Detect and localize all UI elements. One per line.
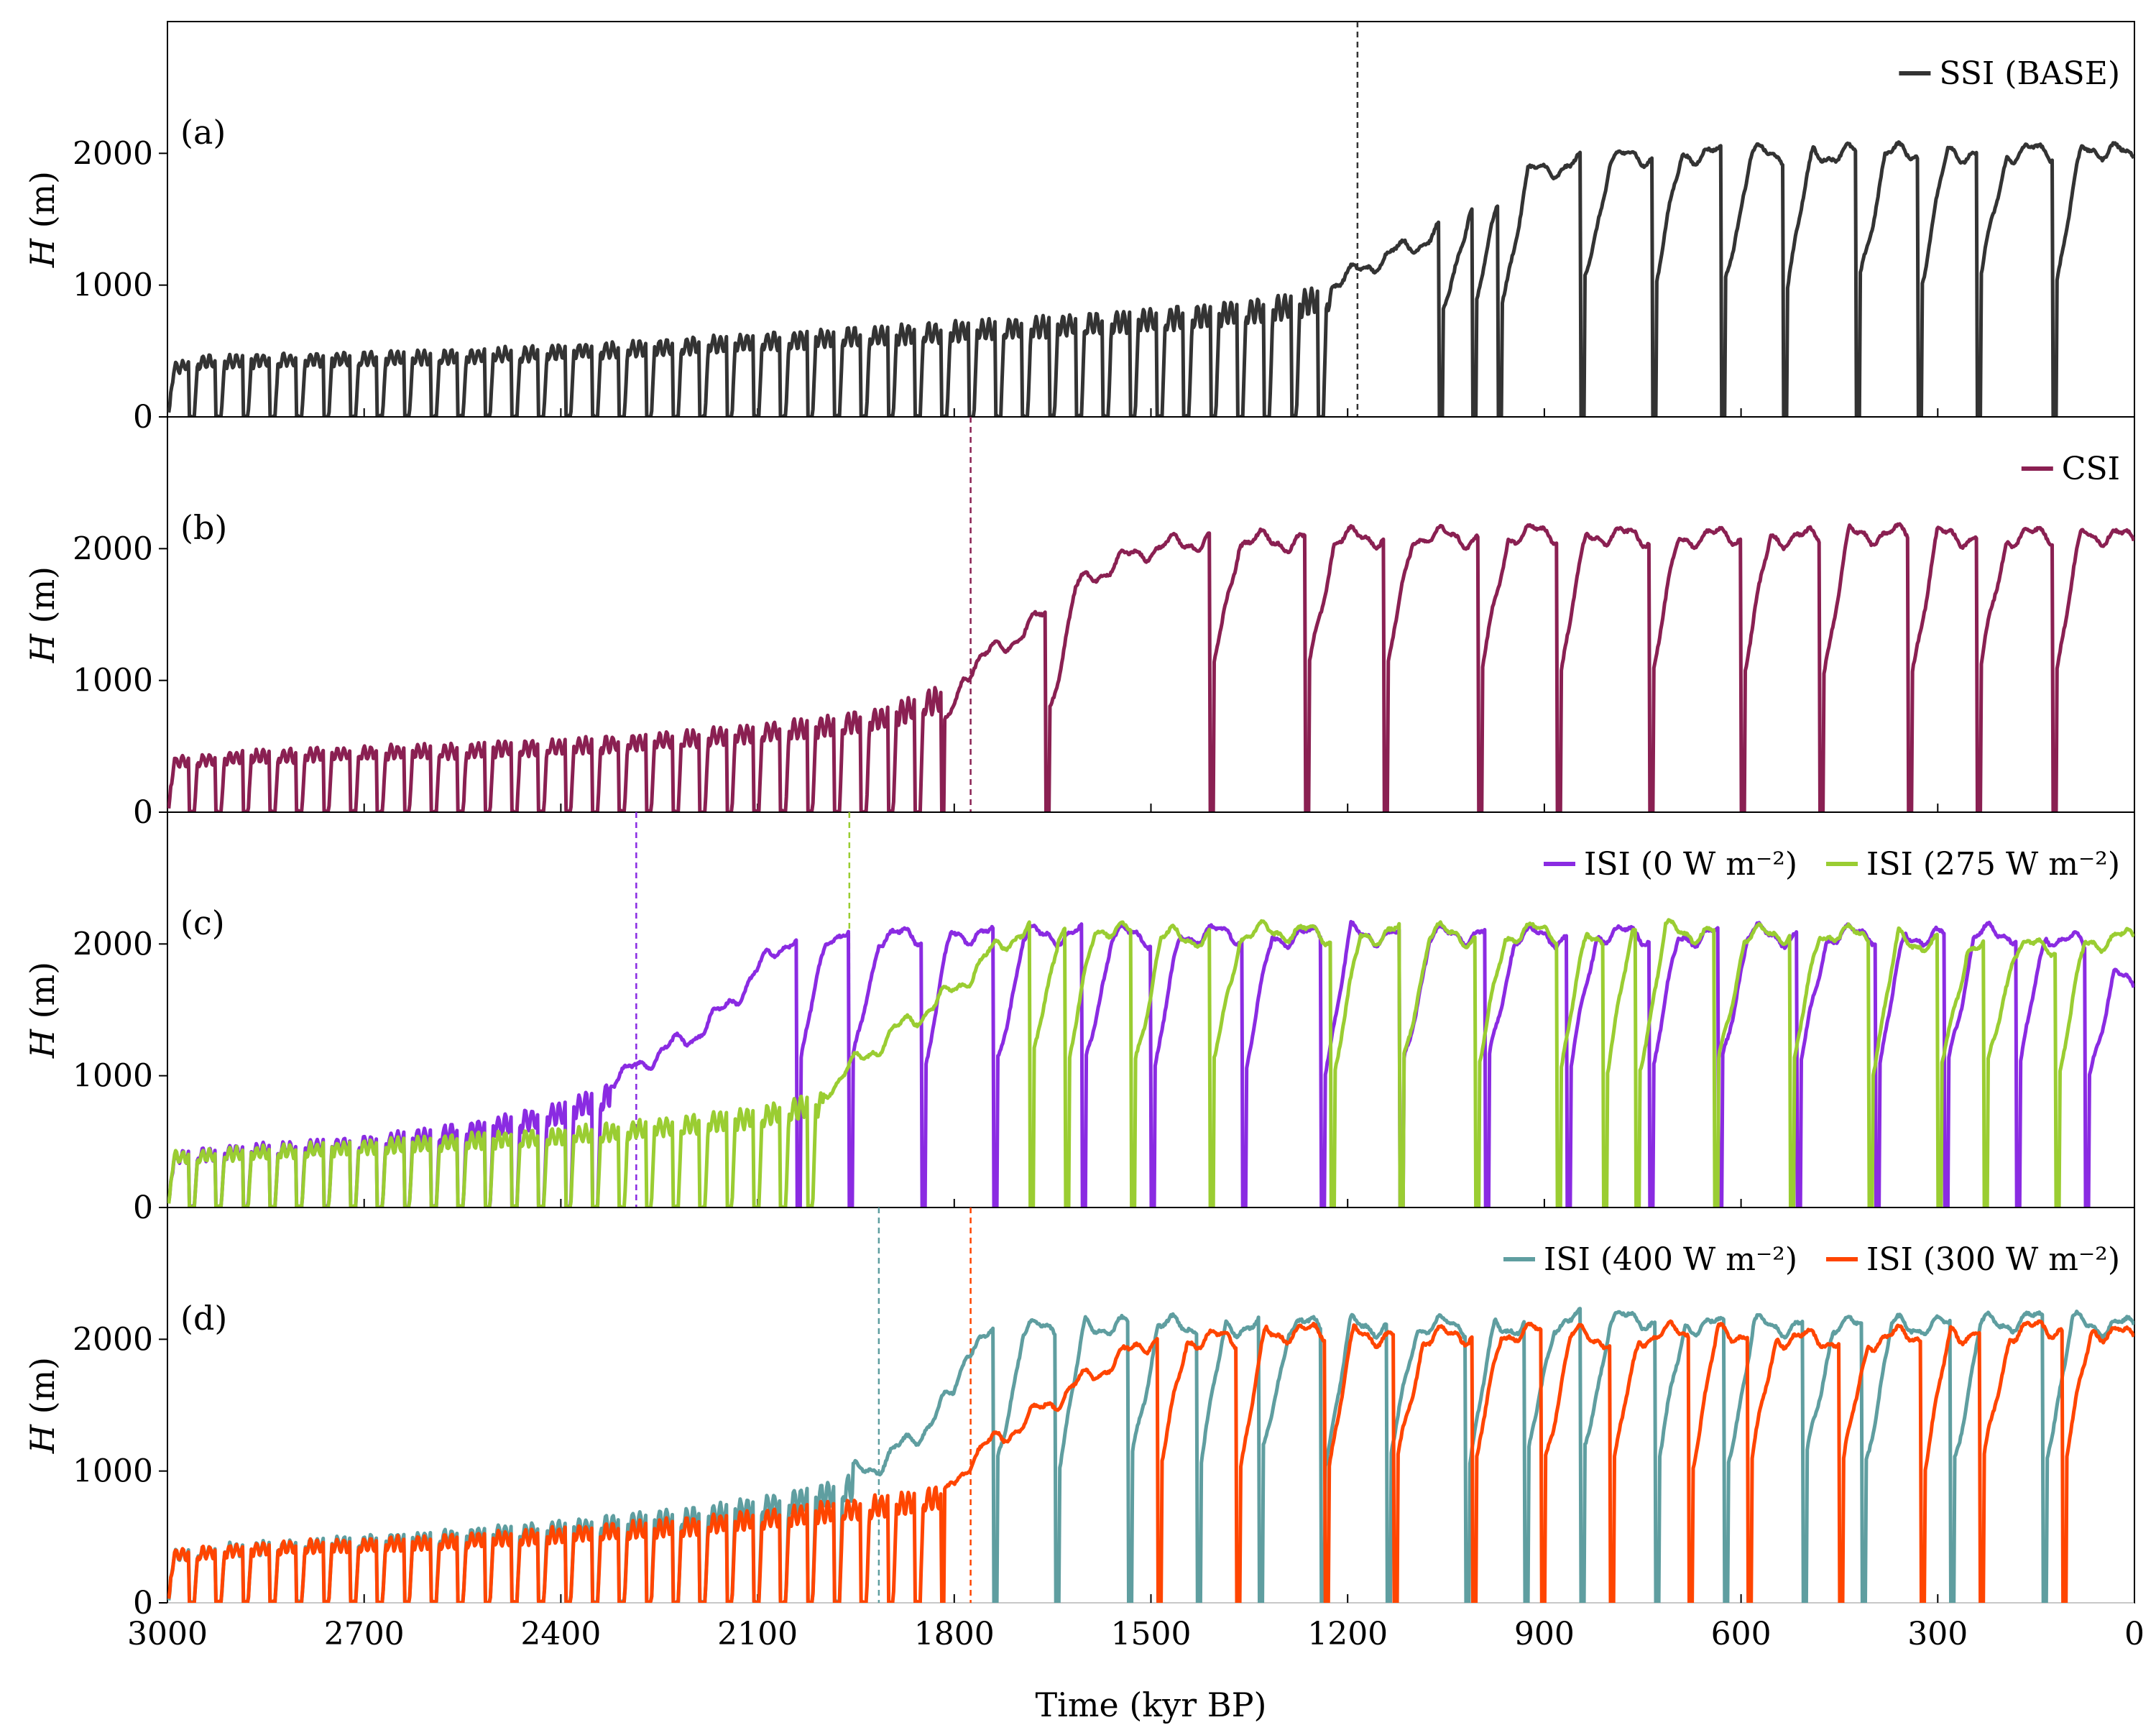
y-axis-label: H (m) <box>23 1357 62 1454</box>
y-axis-label-symbol: H <box>23 633 62 663</box>
y-tick-label: 1000 <box>73 267 153 304</box>
x-tick-label: 300 <box>1907 1616 1968 1652</box>
x-tick-label: 2700 <box>324 1616 405 1652</box>
plot-frame <box>167 416 2135 813</box>
panel-1: 0 1000 2000 H (m) (a) SSI (BASE) <box>23 21 2135 436</box>
x-tick-label: 3000 <box>127 1616 208 1652</box>
legend-label: ISI (275 W m⁻²) <box>1866 846 2120 883</box>
y-axis-label-symbol: H <box>23 1424 62 1454</box>
y-tick-label: 0 <box>133 794 153 831</box>
x-tick-label: 1800 <box>914 1616 995 1652</box>
series-line <box>167 918 2134 1208</box>
panel-label: (b) <box>180 508 227 547</box>
x-tick-label: 2100 <box>717 1616 798 1652</box>
series-line <box>167 1319 2134 1603</box>
y-tick-label: 1000 <box>73 1453 153 1490</box>
y-axis-label: H (m) <box>23 171 62 268</box>
x-tick-label: 1200 <box>1307 1616 1388 1652</box>
y-axis-label: H (m) <box>23 566 62 663</box>
series-line <box>167 522 2134 812</box>
x-tick-label: 2400 <box>520 1616 601 1652</box>
y-axis-label-unit: (m) <box>23 566 62 634</box>
legend-label: SSI (BASE) <box>1939 55 2120 92</box>
y-tick-label: 2000 <box>73 135 153 172</box>
y-tick-label: 0 <box>133 1585 153 1622</box>
y-tick-label: 0 <box>133 1190 153 1226</box>
y-axis-label-symbol: H <box>23 1029 62 1059</box>
legend-label: CSI <box>2062 451 2120 487</box>
legend-label: ISI (0 W m⁻²) <box>1584 846 1797 883</box>
y-tick-label: 2000 <box>73 1321 153 1358</box>
panel-2: 0 1000 2000 H (m) (b) CSI <box>23 416 2135 831</box>
series-line <box>167 140 2134 417</box>
panel-label: (c) <box>180 903 225 942</box>
x-tick-label: 600 <box>1711 1616 1772 1652</box>
x-tick-label: 0 <box>2124 1616 2145 1652</box>
y-axis-label-unit: (m) <box>23 1357 62 1425</box>
series-line <box>167 919 2134 1208</box>
y-axis-label: H (m) <box>23 962 62 1059</box>
y-tick-label: 0 <box>133 399 153 436</box>
panel-3: 0 1000 2000 H (m) (c) ISI (275 W m⁻²) ISI (0 W… <box>23 811 2135 1226</box>
y-axis-label-unit: (m) <box>23 171 62 239</box>
x-tick-label: 1500 <box>1111 1616 1192 1652</box>
x-axis-label: Time (kyr BP) <box>1036 1685 1267 1724</box>
y-tick-label: 1000 <box>73 663 153 699</box>
plot-frame <box>167 21 2135 418</box>
y-axis-label-symbol: H <box>23 238 62 268</box>
legend-label: ISI (400 W m⁻²) <box>1544 1241 1797 1278</box>
panel-label: (d) <box>180 1299 227 1338</box>
panel-label: (a) <box>180 113 226 152</box>
y-tick-label: 2000 <box>73 926 153 962</box>
y-tick-label: 2000 <box>73 530 153 567</box>
y-tick-label: 1000 <box>73 1058 153 1095</box>
legend-label: ISI (300 W m⁻²) <box>1866 1241 2120 1278</box>
y-axis-label-unit: (m) <box>23 962 62 1029</box>
x-tick-label: 900 <box>1514 1616 1575 1652</box>
